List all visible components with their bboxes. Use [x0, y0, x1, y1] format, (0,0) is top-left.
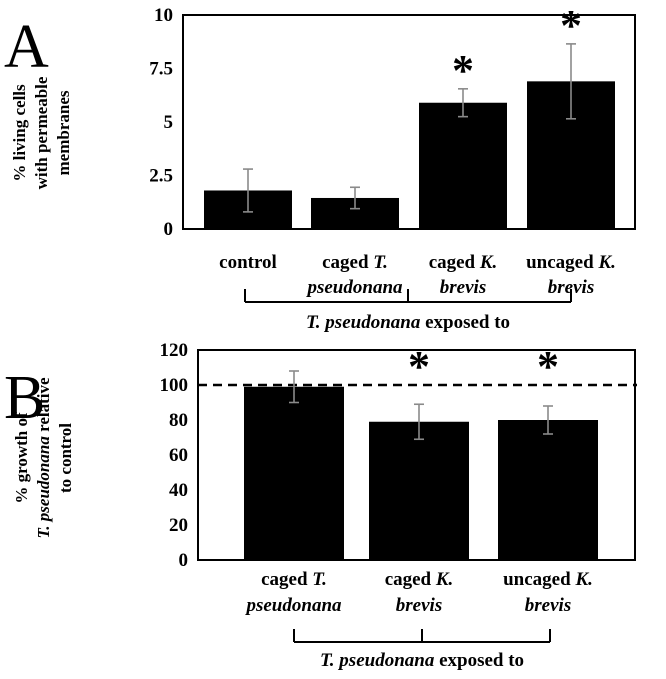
panel-a-y-axis-label-line: % living cells — [10, 84, 29, 182]
panel-a-group-label-part: exposed to — [420, 312, 510, 333]
panel-b-category-label-part: uncaged — [503, 569, 575, 590]
panel-b-error-bar — [414, 403, 424, 441]
panel-a-error-bar — [458, 88, 468, 118]
panel-a-category-label: caged K. — [429, 252, 498, 273]
panel-b-category-label: caged T. — [261, 569, 327, 590]
panel-b-y-tick-label: 40 — [169, 480, 188, 501]
panel-a-category-label: pseudonana — [305, 277, 403, 298]
panel-a-category-label: control — [219, 252, 277, 273]
panel-a-y-tick-label: 2.5 — [149, 166, 173, 187]
panel-b-group-label-part: T. pseudonana — [320, 650, 435, 671]
panel-b-y-tick-label: 100 — [160, 375, 189, 396]
panel-b-significance-star: * — [537, 342, 559, 391]
panel-a-category-label-part: K. — [479, 252, 497, 273]
panel-b-category-label: caged K. — [385, 569, 454, 590]
panel-b-y-axis-label-line: to control — [56, 423, 75, 493]
panel-a-y-tick-label: 0 — [164, 219, 174, 240]
panel-b-significance-star: * — [408, 342, 430, 391]
panel-a-y-axis-label-line-part: % living cells — [10, 84, 29, 182]
panel-b-y-axis-label-line-part: T. pseudonana — [34, 436, 53, 539]
panel-a-plot-frame — [182, 14, 636, 230]
panel-a-error-bar — [350, 186, 360, 210]
panel-a-category-label-part: brevis — [440, 277, 486, 298]
panel-a-category-label-part: uncaged — [526, 252, 598, 273]
panel-letter-b: B — [4, 364, 45, 432]
panel-a-y-tick-label: 10 — [154, 5, 173, 26]
panel-b-category-label-part: K. — [574, 569, 592, 590]
panel-a-category-label-part: caged — [429, 252, 480, 273]
panel-b-category-label-part: caged — [385, 569, 436, 590]
panel-a-bar — [419, 102, 507, 229]
panel-letter-a: A — [4, 13, 49, 81]
panel-a-group-label-part: T. pseudonana — [306, 312, 421, 333]
panel-b-error-bar — [543, 405, 553, 435]
panel-a-category-label-part: K. — [597, 252, 615, 273]
panel-a-category-label: uncaged K. — [526, 252, 616, 273]
panel-b-category-label-part: K. — [435, 569, 453, 590]
panel-a-y-axis-label-line: membranes — [54, 90, 73, 175]
panel-a-y-tick-label: 7.5 — [149, 59, 173, 80]
panel-b-bar — [244, 386, 344, 560]
panel-b-category-label-part: caged — [261, 569, 312, 590]
panel-a-category-label: caged T. — [322, 252, 388, 273]
panel-a-category-label: brevis — [440, 277, 486, 298]
panel-b-group-label: T. pseudonana exposed to — [320, 650, 524, 671]
panel-a-error-bar — [243, 168, 253, 213]
panel-b-category-label-part: brevis — [396, 595, 442, 616]
panel-b-y-axis-label-line-part: to control — [56, 423, 75, 493]
panel-b-y-axis-label-line: T. pseudonana relative — [34, 377, 53, 539]
panel-b-category-label: brevis — [396, 595, 442, 616]
panel-b-group-label-part: exposed to — [434, 650, 524, 671]
panel-b-y-tick-label: 120 — [160, 340, 189, 361]
panel-a-significance-star: * — [452, 46, 474, 95]
panel-b-y-tick-label: 60 — [169, 445, 188, 466]
panel-a-significance-star: * — [560, 1, 582, 50]
panel-b-y-axis-label-line-part: % growth of — [12, 412, 31, 504]
panel-b-y-axis-label-line-part: relative — [34, 377, 53, 436]
panel-a-y-axis-label-line-part: with permeable — [32, 76, 51, 189]
panel-b-category-label-part: T. — [312, 569, 327, 590]
panel-b-error-bar — [289, 370, 299, 404]
panel-b-category-label-part: pseudonana — [244, 595, 342, 616]
panel-b-category-label: brevis — [525, 595, 571, 616]
panel-a-group-bracket — [244, 289, 572, 303]
panel-a-category-label-part: brevis — [548, 277, 594, 298]
panel-a-y-axis-label: % living cells with permeable membranes — [10, 76, 73, 189]
panel-a-y-axis-label-line-part: membranes — [54, 90, 73, 175]
panel-b-y-axis-label-line: % growth of — [12, 412, 31, 504]
panel-b-category-label: pseudonana — [244, 595, 342, 616]
panel-a-category-label-part: control — [219, 252, 277, 273]
panel-a-category-label: brevis — [548, 277, 594, 298]
panel-b-group-bracket — [293, 629, 551, 643]
panel-a-group-label: T. pseudonana exposed to — [306, 312, 510, 333]
panel-b-bar — [498, 420, 598, 560]
panel-b-bar — [369, 421, 469, 560]
panel-a-category-label-part: caged — [322, 252, 373, 273]
panel-a-category-label-part: pseudonana — [305, 277, 403, 298]
panel-a-y-axis-label-line: with permeable — [32, 76, 51, 189]
panel-a: A 0 2.5 5 7.5 10 % living cells with permeable… — [4, 1, 636, 333]
panel-b-y-tick-label: 0 — [179, 550, 189, 571]
panel-b-category-label: uncaged K. — [503, 569, 593, 590]
panel-a-y-tick-label: 5 — [164, 112, 174, 133]
panel-a-error-bar — [566, 43, 576, 120]
panel-b-y-tick-label: 20 — [169, 515, 188, 536]
panel-b-category-label-part: brevis — [525, 595, 571, 616]
panel-b-y-tick-label: 80 — [169, 410, 188, 431]
panel-a-category-label-part: T. — [373, 252, 388, 273]
